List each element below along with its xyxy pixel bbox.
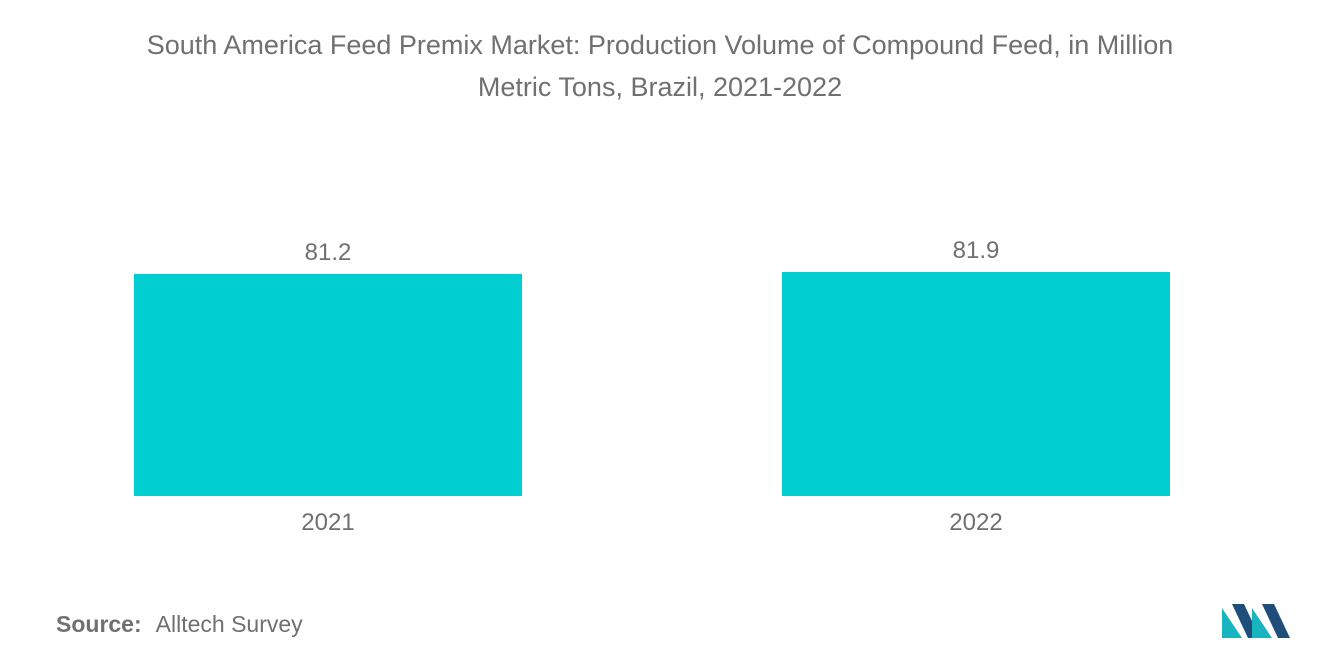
data-label-2021: 81.2 bbox=[305, 239, 352, 266]
bar-2022 bbox=[782, 272, 1170, 496]
source-value: Alltech Survey bbox=[155, 611, 303, 637]
source-label: Source: bbox=[56, 611, 142, 637]
chart-title: South America Feed Premix Market: Produc… bbox=[0, 24, 1320, 108]
x-tick-label-2021: 2021 bbox=[301, 509, 354, 536]
chart-title-line-2: Metric Tons, Brazil, 2021-2022 bbox=[477, 72, 843, 102]
source-note: Source: Alltech Survey bbox=[56, 611, 303, 638]
bar-chart: 81.2 2021 81.9 2022 bbox=[134, 237, 1170, 536]
data-label-2022: 81.9 bbox=[953, 237, 1000, 264]
chart-title-line-1: South America Feed Premix Market: Produc… bbox=[146, 30, 1174, 60]
bar-2021 bbox=[134, 273, 522, 496]
x-tick-label-2022: 2022 bbox=[949, 509, 1002, 536]
brand-logo-icon bbox=[1222, 604, 1290, 638]
